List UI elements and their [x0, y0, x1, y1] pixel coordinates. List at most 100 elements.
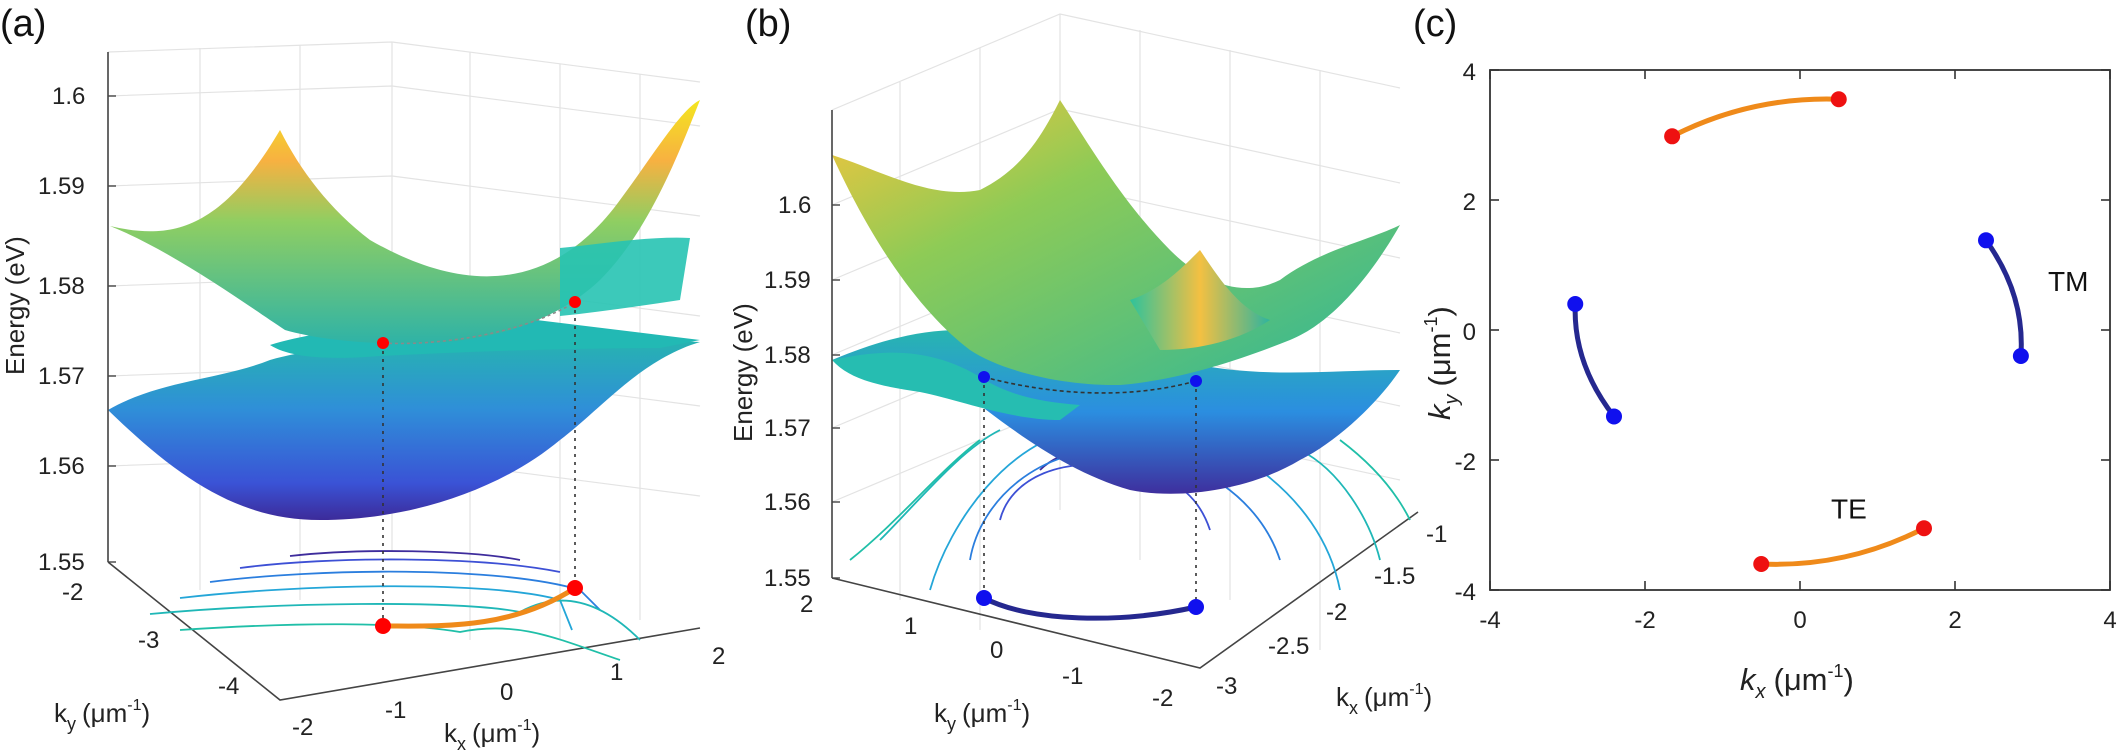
- panel-a-ky-tick: -4: [218, 673, 239, 700]
- panel-c-ep-point: [1664, 128, 1681, 145]
- panel-c-x-tick: -4: [1479, 607, 1500, 634]
- panel-b-ky-ticks: 2 1 0 -1 -2: [800, 591, 1173, 712]
- panel-a-ep-connector: [382, 301, 576, 345]
- panel-c-arc: [1758, 525, 1927, 567]
- panel-a-ep-point: [377, 337, 389, 349]
- panel-b-z-label: Energy (eV): [728, 303, 758, 442]
- panel-c-x-label: kx (μm-1): [1740, 661, 1854, 703]
- panel-b-kx-tick: -1: [1426, 521, 1447, 548]
- panel-b-ky-tick: 0: [990, 637, 1003, 664]
- panel-label-a: (a): [0, 3, 46, 45]
- panel-b-kx-label: kx (μm-1): [1336, 681, 1432, 718]
- panel-c-ep-point: [2012, 348, 2029, 364]
- panel-a-ky-tick: -2: [62, 579, 83, 606]
- panel-b-ky-label: ky (μm-1): [934, 697, 1030, 734]
- panel-label-b: (b): [745, 3, 791, 45]
- panel-b-z-tick: 1.56: [764, 489, 811, 516]
- panel-b-kx-tick: -3: [1216, 673, 1237, 700]
- panel-c-axes-box: [1489, 69, 2111, 591]
- panel-a-teal-wing: [560, 237, 690, 316]
- panel-b-floor-axes: [831, 511, 1419, 669]
- panel-a-kx-tick: -1: [385, 697, 406, 724]
- panel-a-kx-tick: -2: [292, 714, 313, 741]
- panel-c-annotation: TE: [1831, 494, 1867, 525]
- panel-a-kx-tick: 2: [712, 643, 725, 670]
- panel-b-kx-tick: -2.5: [1268, 633, 1309, 660]
- panel-b-z-tick: 1.58: [764, 342, 811, 369]
- panel-b-ep-point: [1190, 375, 1202, 387]
- panel-c-annotation: TM: [2048, 266, 2088, 297]
- panel-a-z-label: Energy (eV): [0, 236, 30, 375]
- panel-a-upper-surface: [110, 100, 700, 344]
- panel-c-annotations: TM TE: [1831, 266, 2088, 525]
- panel-a-z-tick: 1.59: [38, 173, 85, 200]
- panel-c-ep-point: [1978, 232, 1994, 249]
- panel-b-projected-arc: [982, 595, 1197, 621]
- panel-b-kx-tick: -1.5: [1374, 563, 1415, 590]
- panel-a-contours: [149, 550, 641, 661]
- panel-a-z-tick: 1.6: [52, 83, 85, 110]
- panel-c-ep-point: [1753, 556, 1770, 572]
- panel-b-kx-ticks: -1 -1.5 -2 -2.5 -3: [1216, 521, 1447, 700]
- panel-a-kx-tick: 1: [610, 659, 623, 686]
- panel-b-upper-surface: [832, 100, 1400, 386]
- panel-b-ky-tick: 1: [904, 613, 917, 640]
- panel-b-ky-tick: -2: [1152, 685, 1173, 712]
- panel-a-ky-label: ky (μm-1): [54, 697, 150, 734]
- panel-a-ep-point: [569, 296, 581, 308]
- panel-b-z-tick: 1.59: [764, 267, 811, 294]
- panel-c-arc: [1572, 301, 1617, 419]
- panel-a-projected-arc: [382, 585, 577, 629]
- panel-a-ky-ticks: -2 -3 -4: [62, 579, 239, 700]
- panel-c-y-label: ky(μm-1): [1421, 306, 1463, 420]
- panel-a-ep-projection: [375, 618, 391, 634]
- panel-a-ky-tick: -3: [138, 627, 159, 654]
- panel-c-y-tick: -4: [1455, 579, 1476, 606]
- panel-a-floor-axes: [107, 561, 701, 701]
- panel-b-z-tick: 1.6: [778, 192, 811, 219]
- panel-b-z-tick: 1.57: [764, 415, 811, 442]
- panel-b-teal-wing: [832, 352, 1080, 420]
- panel-a-z-ticks: 1.6 1.59 1.58 1.57 1.56 1.55: [38, 83, 116, 576]
- panel-a-z-tick: 1.55: [38, 549, 85, 576]
- panel-c-ep-point: [1830, 91, 1847, 108]
- panel-a-lower-surface: [108, 335, 700, 520]
- panel-c-x-tick: 4: [2103, 607, 2116, 634]
- panel-a-kx-ticks: -2 -1 0 1 2: [292, 643, 725, 741]
- panel-a-ep-projection: [567, 580, 583, 596]
- panel-c-y-tick: -2: [1455, 449, 1476, 476]
- panel-c: (c) -4 -2 0 2 4 4 2 0 -2 -4 TM TE kx (μm-1) ky(μm-1…: [1413, 3, 2117, 703]
- panel-b-ky-tick: -1: [1062, 663, 1083, 690]
- panel-c-x-tick: 0: [1793, 607, 1806, 634]
- panel-c-ticks: -4 -2 0 2 4 4 2 0 -2 -4: [1455, 59, 2117, 634]
- panel-c-x-tick: 2: [1948, 607, 1961, 634]
- panel-a-kx-label: kx (μm-1): [444, 717, 540, 753]
- panel-b: (b) 1: [728, 3, 1447, 734]
- panel-a-z-tick: 1.56: [38, 453, 85, 480]
- panel-a-kx-tick: 0: [500, 679, 513, 706]
- panel-c-y-tick: 4: [1463, 59, 1476, 86]
- panel-b-lower-surface: [832, 330, 1400, 494]
- panel-c-arc: [1983, 237, 2024, 359]
- panel-a: (a) 1: [0, 3, 725, 753]
- panel-c-ep-point: [1567, 296, 1584, 312]
- panel-a-z-tick: 1.58: [38, 273, 85, 300]
- panel-a-z-tick: 1.57: [38, 363, 85, 390]
- panel-b-ep-point: [978, 371, 990, 383]
- panel-c-y-tick: 2: [1463, 189, 1476, 216]
- panel-b-z-tick: 1.55: [764, 565, 811, 592]
- panel-b-inner-bump: [1130, 250, 1270, 350]
- panel-b-z-ticks: 1.6 1.59 1.58 1.57 1.56 1.55: [764, 192, 840, 592]
- panel-b-ep-projection: [976, 590, 992, 606]
- panel-c-ep-point: [1606, 408, 1622, 425]
- panel-b-ky-tick: 2: [800, 591, 813, 618]
- panel-b-ep-connector: [983, 376, 1197, 394]
- panel-c-y-tick: 0: [1463, 319, 1476, 346]
- panel-b-ep-projection: [1188, 599, 1204, 615]
- panel-c-ep-point: [1916, 520, 1932, 537]
- panel-c-x-tick: -2: [1634, 607, 1655, 634]
- panel-label-c: (c): [1413, 3, 1457, 45]
- panel-c-series: [1567, 91, 2029, 572]
- panel-b-kx-tick: -2: [1326, 599, 1347, 626]
